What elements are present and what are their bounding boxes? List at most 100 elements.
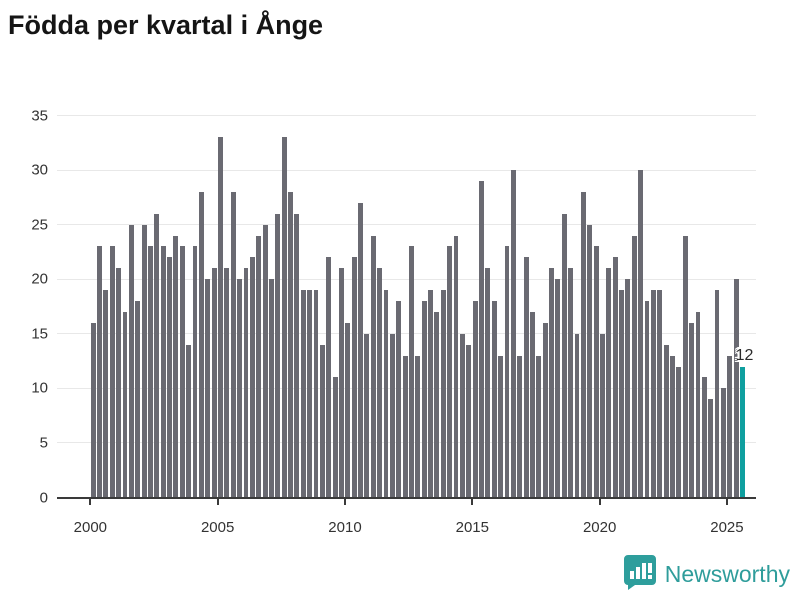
newsworthy-logo: Newsworthy xyxy=(623,554,790,595)
bar xyxy=(644,301,650,498)
bar xyxy=(440,290,446,498)
bar xyxy=(326,257,332,498)
x-tick-label: 2015 xyxy=(455,518,489,536)
bar xyxy=(160,246,166,498)
bar xyxy=(249,257,255,498)
bar xyxy=(275,213,281,498)
bar xyxy=(345,322,351,498)
newsworthy-logo-text: Newsworthy xyxy=(664,561,790,587)
bar xyxy=(307,290,313,498)
bar xyxy=(186,344,192,498)
bar xyxy=(116,268,122,498)
bar xyxy=(351,257,357,498)
bar xyxy=(90,322,96,498)
x-tick-label: 2020 xyxy=(582,518,617,536)
bar xyxy=(574,333,580,498)
bar xyxy=(561,213,567,498)
x-tick-label: 2010 xyxy=(328,518,362,536)
bar xyxy=(205,279,211,498)
bar xyxy=(638,170,644,498)
y-tick-label: 25 xyxy=(31,216,48,234)
bar xyxy=(701,377,707,498)
bar xyxy=(727,355,733,498)
x-tick-label: 2000 xyxy=(73,518,108,536)
bar xyxy=(224,268,230,498)
bar xyxy=(103,290,109,498)
bar xyxy=(319,344,325,498)
bar xyxy=(128,224,134,498)
x-axis-line xyxy=(57,496,756,499)
bar xyxy=(517,355,523,498)
bar xyxy=(663,344,669,498)
bar xyxy=(167,257,173,498)
bar xyxy=(256,235,262,498)
gridline xyxy=(57,224,756,226)
x-tick xyxy=(471,498,474,505)
bar xyxy=(587,224,593,498)
y-tick-label: 15 xyxy=(31,325,48,343)
highlight-value-label: 12 xyxy=(735,346,754,364)
bar xyxy=(173,235,179,498)
bar xyxy=(396,301,402,498)
bar xyxy=(364,333,370,498)
bar xyxy=(479,180,484,498)
bar xyxy=(434,311,440,498)
y-tick-label: 20 xyxy=(31,270,48,288)
bar xyxy=(358,202,363,498)
bar xyxy=(657,290,663,498)
bar xyxy=(720,388,726,498)
bar xyxy=(555,279,561,498)
bar xyxy=(504,246,510,498)
y-tick-label: 30 xyxy=(31,161,48,179)
bar xyxy=(695,311,701,498)
bar xyxy=(300,290,306,498)
gridline xyxy=(57,169,756,171)
gridline xyxy=(57,115,756,116)
bar xyxy=(377,268,383,498)
highlight-bar xyxy=(740,366,745,498)
bar xyxy=(428,290,434,498)
bar xyxy=(708,399,714,498)
bar xyxy=(97,246,102,498)
bar xyxy=(612,257,618,498)
bar xyxy=(339,268,344,498)
bar xyxy=(198,191,204,498)
bar xyxy=(370,235,376,498)
bar xyxy=(332,377,338,498)
bar xyxy=(421,301,427,498)
x-tick xyxy=(216,498,219,505)
bar xyxy=(523,257,529,498)
bar xyxy=(148,246,153,498)
bar xyxy=(714,290,720,498)
bar xyxy=(549,268,554,498)
bar xyxy=(268,279,274,498)
bar xyxy=(389,333,395,498)
bar xyxy=(135,301,141,498)
bar xyxy=(682,235,688,498)
bar xyxy=(402,355,408,498)
bar xyxy=(154,213,160,498)
bar xyxy=(650,290,656,498)
bar xyxy=(498,355,504,498)
bar xyxy=(631,235,637,498)
chart-title: Födda per kvartal i Ånge xyxy=(8,10,324,40)
bar xyxy=(243,268,249,498)
bar xyxy=(192,246,198,498)
bar xyxy=(237,279,243,498)
gridline xyxy=(57,278,756,280)
bar xyxy=(122,311,128,498)
bar xyxy=(262,224,268,498)
x-tick xyxy=(598,498,601,505)
x-tick-label: 2025 xyxy=(710,518,744,536)
bar xyxy=(453,235,459,498)
bar xyxy=(491,301,497,498)
bar xyxy=(288,191,293,498)
bar xyxy=(606,268,612,498)
bar xyxy=(415,355,421,498)
y-tick-label: 10 xyxy=(31,379,48,397)
gridline xyxy=(57,333,756,335)
bar xyxy=(529,311,535,498)
bar xyxy=(593,246,599,498)
